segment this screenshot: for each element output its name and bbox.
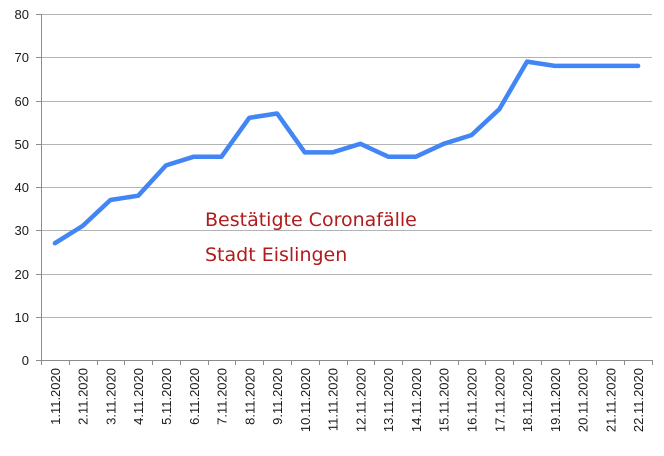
x-tick-label: 14.11.2020 [409, 368, 424, 432]
axes [36, 14, 653, 365]
x-tick-label: 9.11.2020 [270, 368, 285, 425]
x-tick-label: 5.11.2020 [159, 368, 174, 425]
y-tick-labels: 0 10 20 30 40 50 60 70 80 [15, 7, 29, 368]
series-line [52, 59, 641, 246]
x-tick-label: 15.11.2020 [437, 368, 452, 432]
x-tick-label: 4.11.2020 [131, 368, 146, 425]
x-tick-label: 21.11.2020 [603, 368, 618, 432]
x-tick-label: 2.11.2020 [76, 368, 91, 425]
y-tick-label: 70 [15, 50, 29, 65]
x-tick-label: 11.11.2020 [326, 368, 341, 431]
x-tick-label: 12.11.2020 [353, 368, 368, 432]
grid [41, 14, 652, 318]
x-tick-label: 18.11.2020 [520, 368, 535, 432]
x-tick-label: 22.11.2020 [631, 368, 646, 432]
y-tick-label: 80 [15, 7, 29, 22]
y-tick-label: 40 [15, 180, 29, 195]
x-tick-label: 7.11.2020 [215, 368, 230, 425]
x-tick-label: 19.11.2020 [548, 368, 563, 432]
x-tick-label: 1.11.2020 [48, 368, 63, 425]
x-tick-label: 20.11.2020 [576, 368, 591, 432]
x-tick-label: 6.11.2020 [187, 368, 202, 425]
y-tick-label: 30 [15, 223, 29, 238]
y-tick-label: 60 [15, 94, 29, 109]
x-tick-label: 10.11.2020 [298, 368, 313, 432]
chart-title-line-1: Bestätigte Coronafälle [205, 209, 417, 231]
chart-title: Bestätigte Coronafälle Stadt Eislingen [205, 209, 417, 266]
x-tick-label: 17.11.2020 [492, 368, 507, 432]
chart-title-line-2: Stadt Eislingen [205, 244, 347, 266]
y-tick-label: 10 [15, 310, 29, 325]
y-tick-label: 0 [22, 353, 29, 368]
x-tick-labels: 1.11.2020 2.11.2020 3.11.2020 4.11.2020 5.11… [48, 368, 646, 432]
x-tick-label: 3.11.2020 [103, 368, 118, 425]
x-tick-label: 13.11.2020 [381, 368, 396, 432]
y-tick-label: 20 [15, 267, 29, 282]
y-tick-label: 50 [15, 137, 29, 152]
x-tick-label: 16.11.2020 [464, 368, 479, 432]
x-tick-label: 8.11.2020 [242, 368, 257, 425]
series [52, 59, 641, 246]
